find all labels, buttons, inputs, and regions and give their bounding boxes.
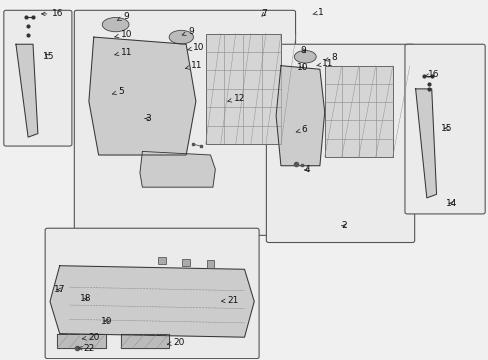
Text: 8: 8 <box>325 53 336 62</box>
Text: 1: 1 <box>312 8 324 17</box>
Ellipse shape <box>169 30 193 44</box>
Ellipse shape <box>294 50 316 63</box>
Polygon shape <box>276 66 324 166</box>
Polygon shape <box>57 334 106 348</box>
Text: 4: 4 <box>304 166 309 175</box>
Text: 11: 11 <box>185 61 202 70</box>
FancyBboxPatch shape <box>45 228 259 359</box>
Polygon shape <box>89 37 196 155</box>
Bar <box>158 257 165 264</box>
Text: 15: 15 <box>441 124 452 133</box>
Bar <box>206 260 214 267</box>
Text: 7: 7 <box>261 9 267 18</box>
Text: 9: 9 <box>117 12 128 21</box>
Bar <box>324 66 392 157</box>
FancyBboxPatch shape <box>74 10 295 235</box>
Text: 14: 14 <box>446 199 457 208</box>
Text: 2: 2 <box>341 221 346 230</box>
Polygon shape <box>50 266 254 337</box>
Polygon shape <box>16 44 38 137</box>
Text: 19: 19 <box>101 316 112 325</box>
Text: 3: 3 <box>144 114 150 123</box>
Text: 11: 11 <box>115 48 132 57</box>
Text: 16: 16 <box>41 9 64 18</box>
Ellipse shape <box>102 18 129 32</box>
Text: 18: 18 <box>80 294 91 303</box>
Text: 6: 6 <box>296 125 307 134</box>
Text: 5: 5 <box>112 87 123 96</box>
Text: 20: 20 <box>82 333 99 342</box>
Text: 10: 10 <box>115 30 132 39</box>
Text: 16: 16 <box>424 70 439 79</box>
Text: 12: 12 <box>227 94 244 103</box>
FancyBboxPatch shape <box>4 10 72 146</box>
Text: 10: 10 <box>296 63 308 72</box>
Text: 15: 15 <box>42 52 54 61</box>
Text: 17: 17 <box>54 285 65 294</box>
FancyBboxPatch shape <box>404 44 484 214</box>
Text: 9: 9 <box>300 46 305 55</box>
Text: 21: 21 <box>221 296 238 305</box>
Text: 20: 20 <box>167 338 184 347</box>
FancyBboxPatch shape <box>266 44 414 243</box>
Polygon shape <box>415 89 436 198</box>
Polygon shape <box>120 334 169 348</box>
Text: 22: 22 <box>79 344 94 353</box>
Bar <box>182 258 190 266</box>
Text: 10: 10 <box>187 42 204 51</box>
Bar <box>205 33 281 144</box>
Text: 11: 11 <box>316 59 333 68</box>
Text: 9: 9 <box>182 27 194 36</box>
Polygon shape <box>140 152 215 187</box>
